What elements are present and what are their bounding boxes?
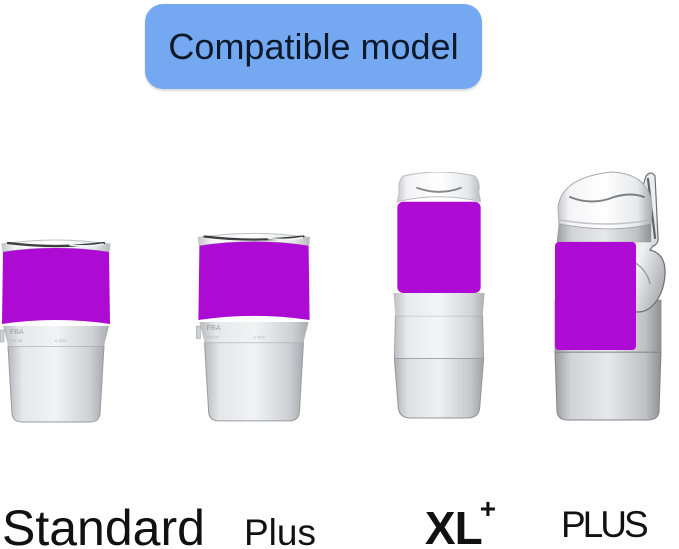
svg-text:FBA: FBA bbox=[10, 329, 24, 336]
svg-text:FBA: FBA bbox=[207, 323, 221, 332]
svg-text:⌀ size: ⌀ size bbox=[55, 338, 67, 343]
svg-text:⌀ size: ⌀ size bbox=[253, 334, 266, 339]
svg-text:net wt: net wt bbox=[207, 334, 220, 339]
svg-text:net wt: net wt bbox=[10, 338, 23, 343]
